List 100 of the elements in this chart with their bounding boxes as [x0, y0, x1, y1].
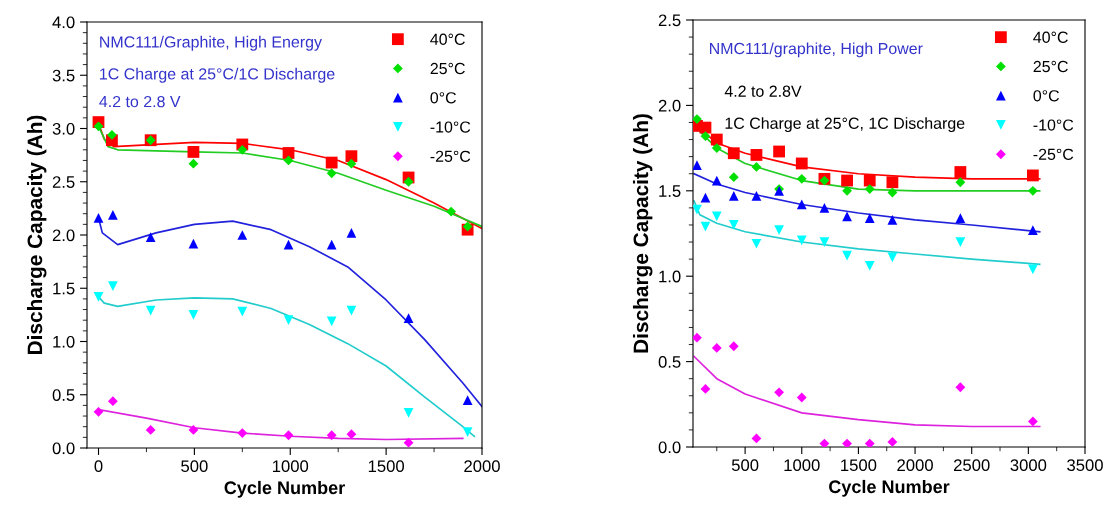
point: [462, 427, 473, 437]
legend-label: 0°C: [430, 92, 457, 104]
y-tick-label: 0.5: [52, 389, 75, 401]
annotation: NMC111/graphite, High Power: [709, 42, 923, 58]
point: [403, 176, 414, 187]
point: [955, 237, 966, 247]
point: [326, 430, 337, 441]
y-tick-label: 2.0: [658, 99, 681, 112]
point: [403, 313, 414, 323]
point: [693, 332, 702, 343]
point: [1027, 416, 1038, 427]
annotation: 4.2 to 2.8 V: [99, 95, 181, 108]
point: [955, 177, 966, 188]
x-tick-label: 2000: [464, 460, 500, 473]
line-series: [693, 172, 1041, 233]
point: [446, 206, 457, 217]
y-tick-label: 1.5: [53, 282, 75, 295]
point: [751, 238, 762, 249]
point: [819, 203, 830, 213]
point: [886, 176, 899, 189]
point: [819, 438, 830, 447]
point: [774, 225, 784, 235]
legend-label: 25°C: [1033, 60, 1068, 73]
annotation: NMC111/Graphite, High Energy: [100, 35, 322, 51]
point: [751, 161, 762, 172]
point: [727, 147, 740, 160]
legend-label: -25°C: [1033, 148, 1074, 160]
point: [283, 430, 294, 441]
point: [107, 129, 117, 140]
legend-label: 25°C: [430, 62, 465, 75]
point: [728, 220, 739, 230]
point: [93, 406, 104, 417]
point: [700, 384, 711, 394]
legend-label: 40°C: [1033, 31, 1068, 43]
point: [819, 237, 830, 247]
point: [108, 209, 118, 220]
y-axis-title: Discharge Capacity (Ah): [26, 115, 47, 354]
point: [403, 407, 414, 418]
point: [403, 437, 414, 448]
legend-label: 0°C: [1033, 90, 1060, 102]
line-series: [693, 355, 1041, 428]
annotation: 1C Charge at 25°C/1C Discharge: [100, 67, 335, 83]
point: [751, 433, 762, 444]
y-tick-label: 1.5: [659, 185, 681, 197]
y-tick-label: 0.0: [52, 442, 75, 455]
point: [955, 213, 966, 223]
point: [237, 306, 248, 317]
point: [796, 235, 807, 246]
point: [237, 230, 248, 240]
point: [864, 261, 875, 271]
point: [188, 238, 199, 249]
point: [187, 146, 200, 158]
point: [796, 173, 807, 184]
x-axis-title: Cycle Number: [224, 480, 345, 498]
point: [842, 438, 852, 447]
point: [700, 131, 711, 142]
point: [462, 395, 473, 405]
x-tick-label: 3000: [1010, 459, 1047, 472]
point: [346, 158, 357, 169]
point: [462, 221, 473, 232]
legend-label: -10°C: [430, 121, 471, 133]
point: [145, 232, 156, 242]
point: [750, 149, 763, 161]
point: [1027, 185, 1038, 196]
y-tick-label: 2.5: [658, 14, 681, 27]
point: [108, 281, 118, 291]
point: [107, 396, 118, 407]
point: [93, 121, 104, 132]
point: [93, 213, 104, 223]
point: [693, 160, 702, 171]
point: [700, 221, 711, 232]
point: [955, 382, 966, 393]
point: [326, 239, 337, 250]
x-tick-label: 1500: [841, 459, 877, 472]
point: [842, 185, 852, 196]
point: [711, 143, 722, 154]
x-axis-title: Cycle Number: [829, 479, 950, 497]
point: [773, 145, 786, 158]
x-tick-label: 1000: [272, 460, 309, 473]
x-tick-label: 2500: [954, 459, 990, 472]
y-tick-label: 3.5: [52, 69, 75, 82]
x-tick-label: 500: [181, 460, 208, 473]
point: [887, 436, 898, 447]
y-tick-label: 0.0: [658, 441, 681, 454]
point: [145, 424, 156, 435]
point: [864, 184, 875, 194]
point: [863, 174, 876, 187]
point: [795, 157, 808, 170]
y-axis-title: Discharge Capacity (Ah): [632, 114, 653, 353]
y-tick-label: 4.0: [52, 16, 75, 29]
annotation: 1C Charge at 25°C, 1C Discharge: [725, 117, 965, 133]
point: [796, 392, 807, 403]
y-tick-label: 1.0: [659, 270, 681, 283]
point: [188, 310, 199, 320]
legend-label: 40°C: [430, 33, 465, 45]
point: [346, 429, 357, 440]
point: [145, 305, 156, 316]
point: [728, 191, 739, 201]
point: [1026, 169, 1039, 182]
point: [346, 305, 357, 316]
